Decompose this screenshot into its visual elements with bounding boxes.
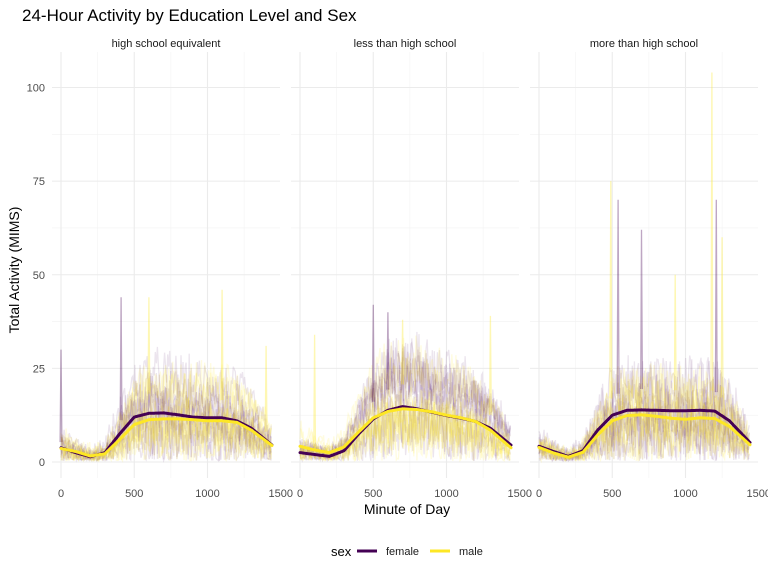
panel-0: high school equivalent 0 500 1000 1500 bbox=[52, 38, 293, 500]
individual-trace bbox=[538, 357, 750, 462]
x-tick-label: 500 bbox=[364, 488, 382, 500]
y-axis-label: Total Activity (MIMS) bbox=[6, 207, 22, 334]
x-tick-label: 1500 bbox=[747, 488, 768, 500]
x-tick-label: 500 bbox=[603, 488, 621, 500]
y-tick-label: 0 bbox=[39, 457, 45, 469]
y-tick-label: 75 bbox=[33, 176, 45, 188]
x-tick-label: 1500 bbox=[269, 488, 293, 500]
individual-trace bbox=[538, 404, 750, 463]
legend-label-female: female bbox=[386, 546, 419, 558]
activity-spike bbox=[714, 199, 718, 393]
x-tick-label: 0 bbox=[58, 488, 64, 500]
smooth-line-male bbox=[537, 413, 752, 459]
individual-trace bbox=[299, 400, 511, 463]
panel-strip-label: high school equivalent bbox=[112, 38, 221, 50]
individual-trace bbox=[299, 402, 511, 462]
individual-trace bbox=[538, 371, 750, 461]
individual-trace bbox=[60, 398, 272, 462]
y-tick-label: 25 bbox=[33, 363, 45, 375]
x-axis-label: Minute of Day bbox=[364, 501, 450, 517]
individual-trace bbox=[538, 363, 750, 460]
activity-spike bbox=[264, 345, 268, 432]
activity-spike bbox=[609, 181, 613, 399]
individual-trace bbox=[299, 389, 511, 463]
individual-trace bbox=[60, 369, 272, 459]
activity-spike bbox=[488, 315, 492, 415]
panel-strip-label: less than high school bbox=[354, 38, 457, 50]
individual-trace bbox=[60, 364, 272, 459]
y-tick-label: 50 bbox=[33, 270, 45, 282]
activity-spike bbox=[371, 304, 375, 402]
y-tick-label: 100 bbox=[27, 83, 45, 95]
activity-spike bbox=[220, 289, 224, 401]
individual-trace bbox=[299, 335, 511, 453]
individual-trace bbox=[299, 355, 511, 458]
individual-trace bbox=[299, 343, 511, 459]
smooth-line-male bbox=[59, 417, 274, 458]
panel-data bbox=[298, 304, 513, 463]
panel-2: more than high school 0 500 1000 1500 bbox=[530, 38, 768, 500]
x-tick-label: 0 bbox=[536, 488, 542, 500]
activity-spike bbox=[720, 237, 724, 398]
x-tick-label: 500 bbox=[125, 488, 143, 500]
x-tick-label: 0 bbox=[297, 488, 303, 500]
panel-grid bbox=[530, 52, 758, 478]
individual-trace bbox=[299, 386, 511, 462]
legend-title: sex bbox=[331, 544, 352, 559]
activity-spike bbox=[616, 199, 620, 394]
x-tick-label: 1000 bbox=[434, 488, 458, 500]
x-tick-label: 1500 bbox=[508, 488, 532, 500]
panel-strip-label: more than high school bbox=[590, 38, 698, 50]
individual-trace bbox=[538, 391, 750, 462]
individual-trace bbox=[299, 394, 511, 462]
individual-trace bbox=[60, 346, 272, 460]
panel-grid bbox=[52, 52, 280, 478]
individual-trace bbox=[538, 374, 750, 461]
individual-trace bbox=[60, 383, 272, 461]
chart-title: 24-Hour Activity by Education Level and … bbox=[22, 6, 357, 25]
activity-spike bbox=[386, 312, 390, 390]
individual-trace bbox=[60, 383, 272, 462]
x-tick-label: 1000 bbox=[195, 488, 219, 500]
activity-spike bbox=[673, 274, 677, 391]
individual-trace bbox=[60, 360, 272, 457]
individual-trace bbox=[299, 331, 511, 456]
individual-trace bbox=[299, 341, 511, 460]
activity-spike bbox=[119, 297, 123, 421]
smooth-line-male bbox=[298, 407, 513, 455]
activity-spike bbox=[313, 334, 317, 452]
individual-trace bbox=[538, 355, 750, 460]
individual-trace bbox=[60, 396, 272, 462]
activity-spike bbox=[59, 349, 63, 443]
x-tick-label: 1000 bbox=[673, 488, 697, 500]
individual-trace bbox=[60, 402, 272, 463]
panel-data bbox=[59, 289, 274, 463]
panel-data bbox=[537, 72, 752, 464]
activity-spike bbox=[710, 72, 714, 391]
individual-trace bbox=[299, 389, 511, 462]
individual-trace bbox=[60, 370, 272, 461]
individual-trace bbox=[299, 389, 511, 461]
activity-spike bbox=[147, 297, 151, 394]
panel-1: less than high school 0 500 1000 1500 bbox=[291, 38, 532, 500]
activity-spike bbox=[640, 229, 644, 390]
legend: sex female male bbox=[331, 544, 483, 559]
individual-trace bbox=[60, 396, 272, 462]
activity-spike bbox=[401, 319, 405, 385]
legend-label-male: male bbox=[459, 546, 483, 558]
